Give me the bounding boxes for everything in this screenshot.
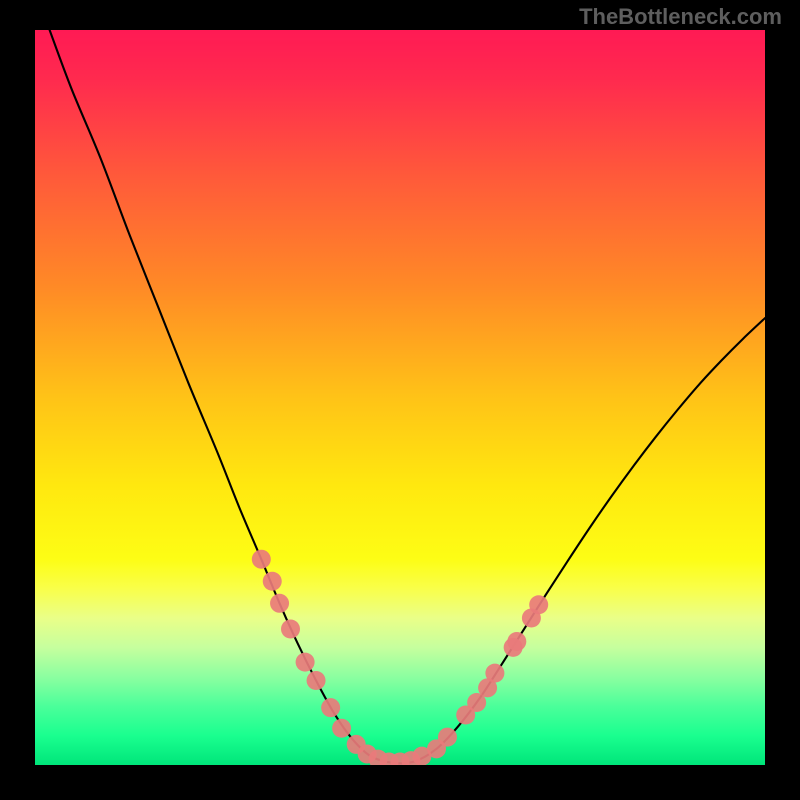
watermark-text: TheBottleneck.com bbox=[579, 4, 782, 30]
data-marker bbox=[507, 632, 526, 651]
chart-svg bbox=[35, 30, 765, 765]
data-marker bbox=[281, 620, 300, 639]
data-marker bbox=[332, 719, 351, 738]
chart-background bbox=[35, 30, 765, 765]
data-marker bbox=[321, 698, 340, 717]
data-marker bbox=[263, 572, 282, 591]
data-marker bbox=[270, 594, 289, 613]
data-marker bbox=[252, 550, 271, 569]
data-marker bbox=[438, 728, 457, 747]
data-marker bbox=[485, 664, 504, 683]
data-marker bbox=[296, 653, 315, 672]
data-marker bbox=[307, 671, 326, 690]
data-marker bbox=[529, 595, 548, 614]
bottleneck-chart bbox=[35, 30, 765, 765]
